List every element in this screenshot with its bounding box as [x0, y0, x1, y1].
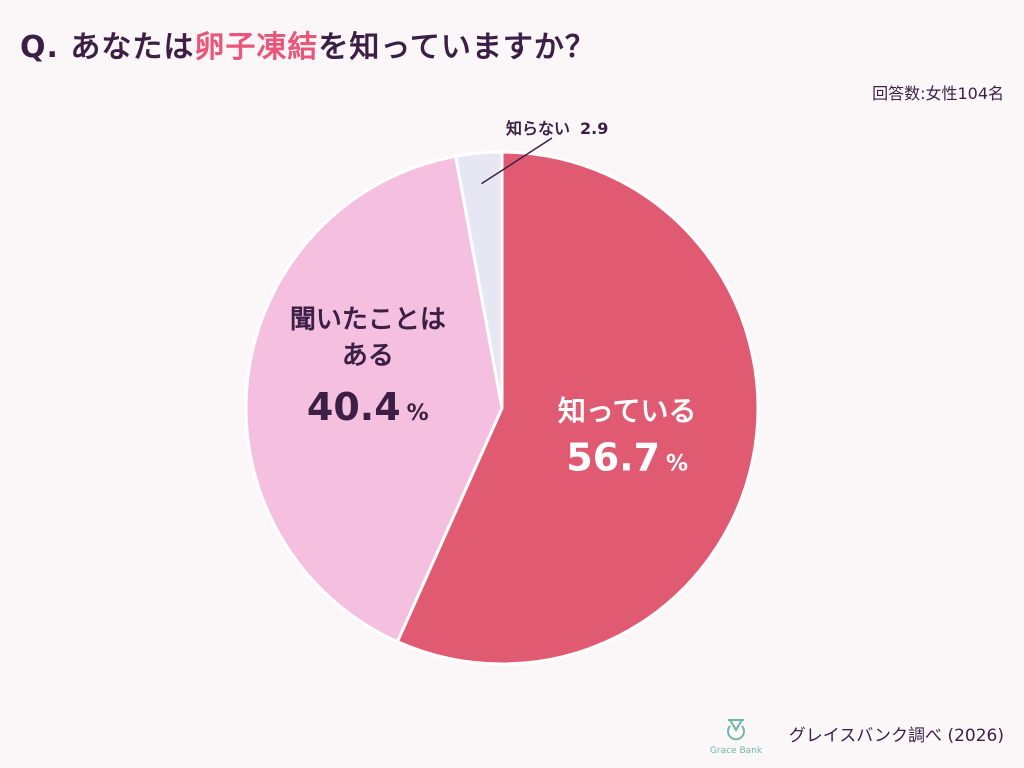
label-heard-line1: 聞いたことは: [290, 305, 446, 335]
label-dont-know: 知らない: [506, 119, 570, 138]
logo-icon: [727, 719, 745, 741]
title-highlight: 卵子凍結: [194, 30, 319, 65]
leader-line-dont-know: [481, 137, 553, 185]
title-suffix: を知っていますか？: [318, 30, 596, 65]
value-heard: 40.4%: [307, 385, 429, 429]
label-know: 知っている: [558, 395, 697, 428]
grace-bank-logo: Grace Bank: [708, 716, 764, 764]
logo-text: Grace Bank: [709, 746, 763, 756]
sample-size-note: 回答数:女性104名: [872, 84, 1004, 103]
value-know: 56.7%: [566, 436, 688, 480]
pie-slice-know: [395, 150, 760, 666]
page-title: Q. あなたは卵子凍結を知っていますか？: [20, 22, 596, 66]
source-note: グレイスバンク調べ (2026): [788, 726, 1004, 746]
label-heard-line2: ある: [342, 341, 394, 371]
title-prefix: Q. あなたは: [20, 30, 195, 65]
value-dont-know: 2.9: [580, 119, 608, 138]
pie-slice-heard: [244, 154, 504, 644]
pie-slice-dont-know: [453, 150, 504, 409]
